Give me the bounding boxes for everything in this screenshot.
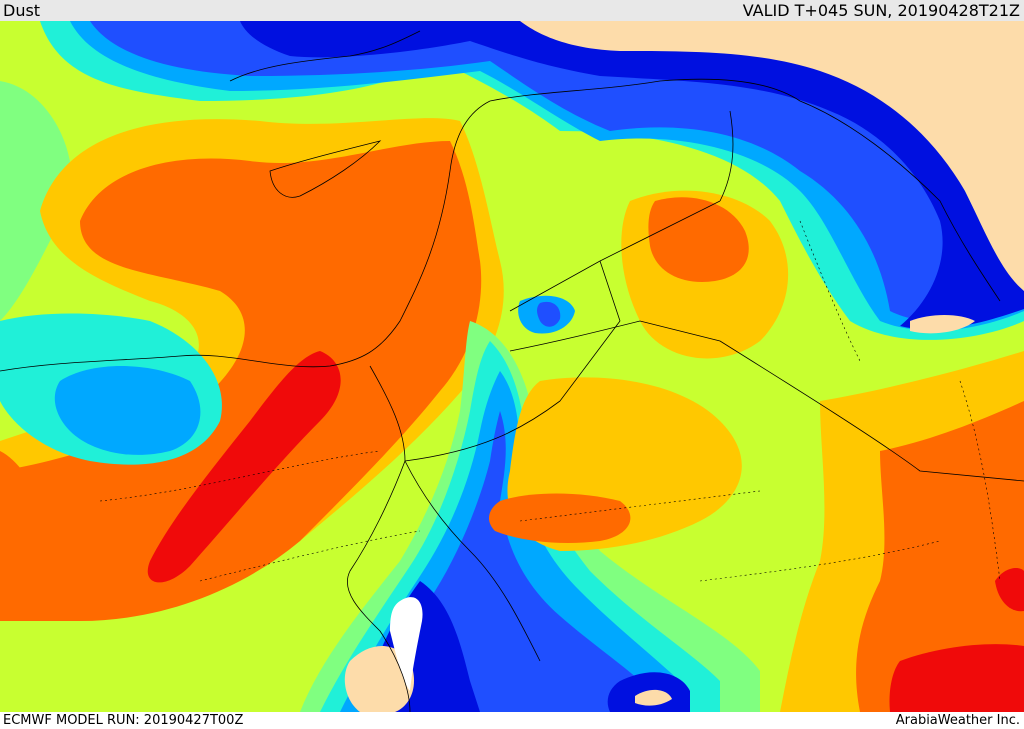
dust-field-orange-iraq [648, 197, 749, 282]
dust-field-darkblue-north [240, 21, 1024, 330]
dust-field-orange-arabia [488, 493, 631, 543]
footer-bar: ECMWF MODEL RUN: 20190427T00Z ArabiaWeat… [0, 712, 1024, 729]
model-run-label: ECMWF MODEL RUN: 20190427T00Z [3, 713, 244, 728]
valid-time: VALID T+045 SUN, 20190428T21Z [742, 1, 1020, 20]
map-title: Dust [3, 1, 41, 20]
dust-field-red-sinai [147, 351, 341, 583]
dust-field-green-west [0, 81, 72, 321]
header-bar: Dust VALID T+045 SUN, 20190428T21Z [0, 0, 1024, 21]
dust-field-blue-syria [537, 301, 561, 327]
map-coastlines [0, 30, 1001, 712]
land-blank-gulf [910, 315, 975, 334]
dust-map-canvas [0, 21, 1024, 712]
dust-map[interactable] [0, 21, 1024, 712]
no-data-patch [390, 597, 423, 691]
dust-field-red-east [995, 568, 1024, 612]
land-blank-northeast [520, 21, 1024, 291]
dust-field-orange-med [0, 141, 482, 621]
dust-field-lightblue-nile [54, 366, 201, 455]
dust-field-red-south [889, 644, 1024, 712]
dust-field-orange-east [856, 401, 1024, 712]
map-province-lines [99, 220, 1001, 582]
brand-label: ArabiaWeather Inc. [895, 713, 1020, 728]
land-blank-sudan [344, 646, 415, 712]
land-blank-south [635, 689, 672, 706]
dust-field-orange-west [0, 451, 40, 543]
map-borders [369, 110, 1024, 482]
